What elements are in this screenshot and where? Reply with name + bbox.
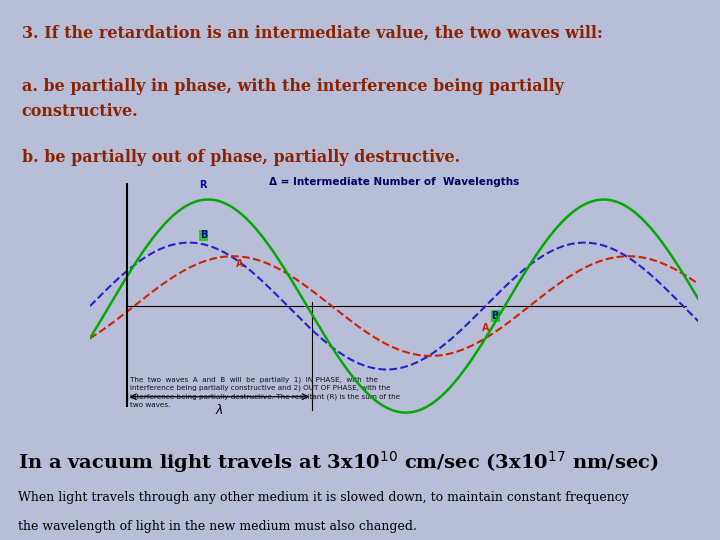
Text: Δ = Intermediate Number of  Wavelengths: Δ = Intermediate Number of Wavelengths (269, 177, 519, 187)
Text: In a vacuum light travels at 3x10$^{10}$ cm/sec (3x10$^{17}$ nm/sec): In a vacuum light travels at 3x10$^{10}$… (18, 449, 659, 475)
Text: A: A (482, 323, 489, 333)
Text: B: B (492, 310, 499, 321)
Text: constructive.: constructive. (22, 103, 138, 119)
Text: the wavelength of light in the new medium must also changed.: the wavelength of light in the new mediu… (18, 520, 417, 533)
Text: A: A (236, 259, 243, 268)
Text: 3. If the retardation is an intermediate value, the two waves will:: 3. If the retardation is an intermediate… (22, 24, 603, 41)
Text: B: B (200, 231, 207, 240)
Text: λ: λ (215, 403, 223, 416)
Text: a. be partially in phase, with the interference being partially: a. be partially in phase, with the inter… (22, 78, 564, 95)
Text: The  two  waves  A  and  B  will  be  partially  1)  IN PHASE,  with  the
interf: The two waves A and B will be partially … (130, 376, 400, 408)
Text: b. be partially out of phase, partially destructive.: b. be partially out of phase, partially … (22, 148, 460, 165)
Text: R: R (199, 180, 207, 190)
Text: When light travels through any other medium it is slowed down, to maintain const: When light travels through any other med… (18, 491, 629, 504)
